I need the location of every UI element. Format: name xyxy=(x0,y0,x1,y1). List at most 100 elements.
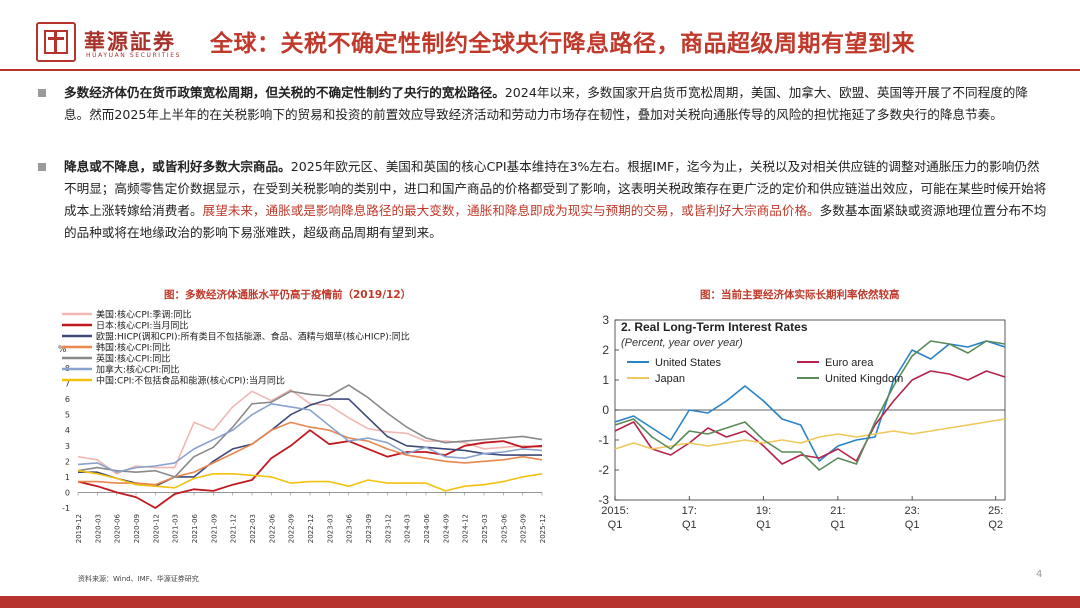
series-line xyxy=(78,421,543,486)
x-tick-label: Q1 xyxy=(608,519,623,531)
x-tick-label: 2024-09 xyxy=(442,514,450,543)
y-tick-label: -3 xyxy=(598,493,609,507)
y-tick-label: -1 xyxy=(598,433,609,447)
x-tick-label: 2022-09 xyxy=(288,514,296,543)
y-tick-label: 0 xyxy=(65,488,70,497)
page-title: 全球：关税不确定性制约全球央行降息路径，商品超级周期有望到来 xyxy=(210,31,915,57)
series-line xyxy=(614,340,1006,471)
brand-name-en: HUAYUAN SECURITIES xyxy=(86,52,182,59)
x-tick-label: 2022-06 xyxy=(268,513,276,543)
legend-label: 欧盟:HICP(调和CPI):所有类目不包括能源、食品、酒精与烟草(核心HICP… xyxy=(96,331,410,343)
x-tick-label: Q1 xyxy=(831,519,846,531)
x-tick-label: 2025-09 xyxy=(520,514,528,543)
figure-caption-left: 图：多数经济体通胀水平仍高于疫情前（2019/12） xyxy=(164,289,412,301)
y-tick-label: 6 xyxy=(65,395,70,404)
legend-label: Euro area xyxy=(825,357,874,369)
legend-label: United Kingdom xyxy=(825,373,903,385)
paragraph-lead: 多数经济体仍在货币政策宽松周期，但关税的不确定性制约了央行的宽松路径。 xyxy=(64,85,505,100)
paragraph-2: 降息或不降息，或皆利好多数大宗商品。2025年欧元区、美国和英国的核心CPI基本… xyxy=(38,156,1048,244)
title-divider xyxy=(0,69,1080,71)
figure-caption-right: 图：当前主要经济体实际长期利率依然较高 xyxy=(700,289,900,301)
x-tick-label: 2020-06 xyxy=(114,513,122,543)
paragraph-body: 2024年以来，多数国家开启货币宽松周期，美国、加拿大、欧盟、英国等开展了不同程… xyxy=(64,85,1028,122)
paragraph-highlight: 展望未来，通胀或是影响降息路径的最大变数，通胀和降息即成为现实与预期的交易，或皆… xyxy=(202,203,820,218)
y-tick-label: 1 xyxy=(602,373,609,387)
real-rates-chart: -3 -2 -1 0 1 2 3 2015: Q1 17: Q1 19: Q1 21: Q1 23: Q1 25:… xyxy=(598,313,1006,531)
y-tick-label: 2 xyxy=(602,343,609,357)
legend-label: 中国:CPI:不包括食品和能源(核心CPI):当月同比 xyxy=(96,375,285,387)
x-tick-label: 25: xyxy=(988,505,1003,517)
inflation-chart: %-10123456782019-122020-032020-062020-09… xyxy=(58,309,547,544)
x-tick-label: 2024-03 xyxy=(404,514,412,543)
y-tick-label: 5 xyxy=(65,411,70,420)
series-line xyxy=(77,384,543,478)
x-tick-label: 2023-03 xyxy=(326,514,334,543)
x-tick-label: Q1 xyxy=(756,519,771,531)
x-tick-label: 2020-09 xyxy=(133,514,141,543)
y-tick-label: 1 xyxy=(65,473,70,482)
legend-label: 加拿大:核心CPI:同比 xyxy=(96,364,179,376)
legend-label: Japan xyxy=(655,373,685,385)
y-tick-label: 0 xyxy=(602,403,609,417)
y-tick-label: 3 xyxy=(65,442,70,451)
series-line xyxy=(77,389,543,475)
brand-name: 華源証券 xyxy=(84,29,176,54)
x-tick-label: 2023-06 xyxy=(346,513,354,543)
brand-logo-icon xyxy=(36,22,76,62)
y-axis-unit: % xyxy=(58,345,67,355)
x-tick-label: 2022-12 xyxy=(307,514,315,543)
chart-subtitle: (Percent, year over year) xyxy=(621,337,743,349)
x-tick-label: 2020-12 xyxy=(152,514,160,543)
y-tick-label: 3 xyxy=(602,313,609,327)
x-tick-label: 2021-09 xyxy=(210,514,218,543)
x-tick-label: 2025-03 xyxy=(481,514,489,543)
x-tick-label: 2024-12 xyxy=(462,514,470,543)
x-tick-label: 2021-12 xyxy=(230,514,238,543)
legend-label: 美国:核心CPI:季调:同比 xyxy=(96,309,191,321)
x-tick-label: 2025-06 xyxy=(500,513,508,543)
chart-title: 2. Real Long-Term Interest Rates xyxy=(621,320,808,334)
y-tick-label: -2 xyxy=(598,463,609,477)
footer-bar xyxy=(0,596,1080,608)
series-line xyxy=(77,429,543,509)
source-note: 资料来源：Wind、IMF、华源证券研究 xyxy=(78,575,199,583)
x-tick-label: 2023-09 xyxy=(365,514,373,543)
bullet-square-icon xyxy=(38,89,46,97)
bullet-square-icon xyxy=(38,163,46,171)
paragraph-tail: 多数基本面紧缺或资源地理位置分布不均的品种或将在地缘政治的影响下易涨难跌，超级商… xyxy=(64,203,1047,240)
paragraph-lead: 降息或不降息，或皆利好多数大宗商品。 xyxy=(64,159,291,174)
page-number: 4 xyxy=(1036,569,1043,580)
y-tick-label: 2 xyxy=(65,457,70,466)
series-line xyxy=(77,403,543,473)
x-tick-label: 21: xyxy=(830,505,845,517)
x-tick-label: 2021-06 xyxy=(191,513,199,543)
x-tick-label: Q1 xyxy=(682,519,697,531)
x-tick-label: 23: xyxy=(904,505,919,517)
header: 華源証券 HUAYUAN SECURITIES 全球：关税不确定性制约全球央行降… xyxy=(0,0,1080,71)
paragraph-1: 多数经济体仍在货币政策宽松周期，但关税的不确定性制约了央行的宽松路径。2024年… xyxy=(38,82,1048,126)
legend-label: 韩国:核心CPI:同比 xyxy=(96,342,170,354)
x-tick-label: 19: xyxy=(756,505,771,517)
x-tick-label: 17: xyxy=(682,505,697,517)
series-line xyxy=(614,340,1006,462)
x-tick-label: 2022-03 xyxy=(249,514,257,543)
legend-label: 英国:核心CPI:同比 xyxy=(96,353,170,365)
x-tick-label: 2023-12 xyxy=(384,514,392,543)
legend-label: United States xyxy=(655,357,722,369)
x-tick-label: 2021-03 xyxy=(172,514,180,543)
legend-label: 日本:核心CPI:当月同比 xyxy=(96,320,188,332)
y-tick-label: -1 xyxy=(62,504,70,513)
series-line xyxy=(77,469,543,492)
series-line xyxy=(614,418,1006,450)
paragraph-body: 2025年欧元区、美国和英国的核心CPI基本维持在3%左右。根据IMF，迄今为止… xyxy=(64,159,1047,218)
x-tick-label: Q2 xyxy=(988,519,1003,531)
x-tick-label: 2019-12 xyxy=(75,514,83,543)
y-tick-label: 4 xyxy=(65,426,70,435)
x-tick-label: 2025-12 xyxy=(539,514,547,543)
series-line xyxy=(614,370,1006,465)
x-tick-label: 2024-06 xyxy=(423,513,431,543)
x-tick-label: 2020-03 xyxy=(94,514,102,543)
y-tick-label: 7 xyxy=(65,380,70,389)
x-tick-label: 2015: xyxy=(601,505,629,517)
series-line xyxy=(78,398,542,487)
